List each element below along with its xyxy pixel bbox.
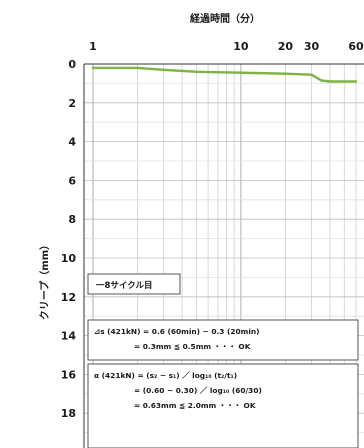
legend-box [87,273,181,295]
y-tick-label: 18 [61,407,76,420]
data-point [284,72,287,75]
x-axis-title: 経過時間（分） [190,12,260,25]
y-tick-label: 14 [61,330,77,343]
y-tick-label: 10 [61,252,77,265]
x-tick-label: 20 [278,40,294,53]
data-point [310,73,313,76]
y-tick-label: 16 [61,368,77,381]
data-point [239,71,243,74]
x-tick-label: 30 [304,40,320,53]
data-point [195,70,198,73]
annotation-line: = 0.3mm ≦ 0.5mm ・・・ OK [134,342,251,351]
series-line [93,66,356,83]
x-tick-label: 60 [348,40,364,53]
data-point [162,68,165,72]
y-tick-label: 8 [68,213,76,226]
annotation-line: ⊿s (421kN) = 0.6 (60min) − 0.3 (20min) [94,327,260,336]
data-point [91,66,95,70]
series-layer [91,66,358,83]
annotation-line: = 0.63mm ≦ 2.0mm ・・・ OK [134,401,256,410]
y-tick-label: 12 [61,291,76,304]
y-tick-label: 6 [68,174,76,187]
axes: 1 10 20 30 60 0 2 4 6 8 10 12 14 16 18 20 経過時間（分） クリープ（mm… [38,12,364,448]
annotation-box [87,319,359,361]
annotation-box [87,363,359,448]
x-tick-label: 1 [89,40,97,53]
y-tick-label: 0 [68,58,76,71]
x-tick-label: 10 [233,40,249,53]
legend-entry: 一8サイクル目 [96,280,153,291]
annotation-line: α (421kN) = (s₂ − s₁) ／ log₁₀ (t₂/t₁) [94,371,237,380]
y-axis-title: クリープ（mm） [38,240,51,320]
data-point [328,80,332,83]
y-tick-label: 2 [68,97,76,110]
y-tick-label: 20 [61,446,77,448]
annotation-layer: ⊿s (421kN) = 0.6 (60min) − 0.3 (20min) = … [87,319,359,448]
y-tick-label: 4 [68,136,76,149]
data-point [354,80,358,83]
data-point [320,79,323,82]
annotation-line: = (0.60 − 0.30) ／ log₁₀ (60/30) [134,386,262,395]
legend: 一8サイクル目 [87,273,181,295]
data-point [136,66,139,70]
